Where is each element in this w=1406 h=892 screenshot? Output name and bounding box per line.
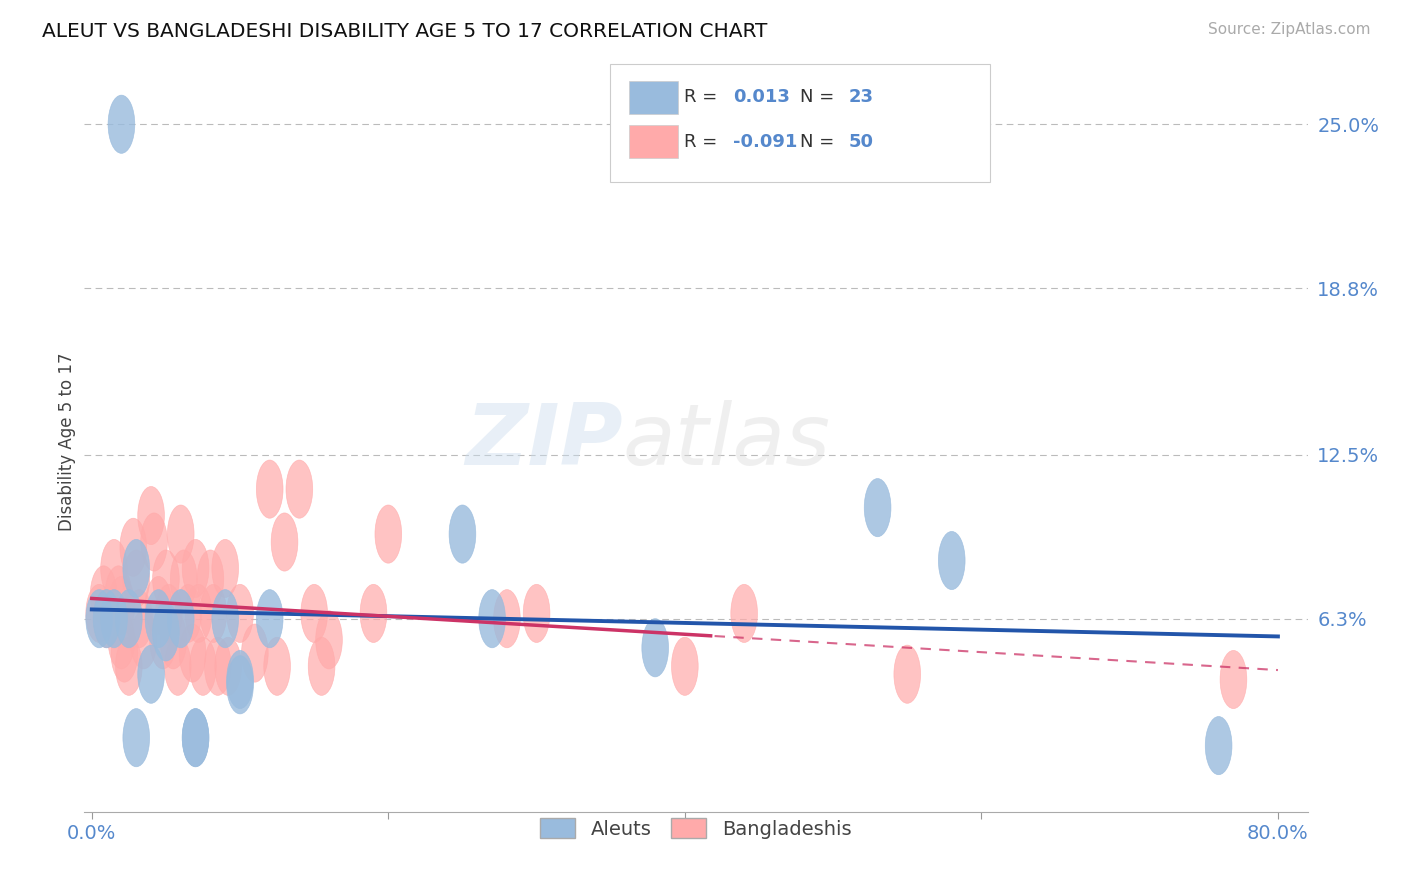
Ellipse shape [179, 624, 205, 682]
Text: N =: N = [800, 88, 839, 106]
Ellipse shape [111, 624, 138, 682]
FancyBboxPatch shape [610, 64, 990, 183]
Ellipse shape [174, 584, 201, 642]
Ellipse shape [153, 550, 179, 608]
Ellipse shape [1220, 650, 1247, 708]
Text: atlas: atlas [623, 400, 831, 483]
Ellipse shape [120, 518, 146, 576]
Ellipse shape [145, 590, 172, 648]
Ellipse shape [167, 590, 194, 648]
Ellipse shape [186, 584, 212, 642]
Ellipse shape [285, 460, 312, 518]
Ellipse shape [360, 584, 387, 642]
Text: R =: R = [683, 133, 723, 151]
FancyBboxPatch shape [628, 125, 678, 159]
Ellipse shape [165, 637, 191, 696]
Ellipse shape [197, 550, 224, 608]
Ellipse shape [86, 584, 112, 642]
Ellipse shape [167, 505, 194, 563]
Ellipse shape [122, 550, 149, 608]
Text: 50: 50 [849, 133, 875, 151]
Ellipse shape [160, 611, 187, 669]
Ellipse shape [494, 590, 520, 648]
Text: -0.091: -0.091 [733, 133, 797, 151]
Ellipse shape [938, 532, 965, 590]
Ellipse shape [108, 576, 135, 634]
Text: ZIP: ZIP [465, 400, 623, 483]
Text: 23: 23 [849, 88, 875, 106]
Ellipse shape [93, 590, 120, 648]
Ellipse shape [93, 590, 120, 648]
Ellipse shape [256, 590, 283, 648]
Ellipse shape [204, 637, 231, 696]
Ellipse shape [256, 460, 283, 518]
Text: 0.013: 0.013 [733, 88, 790, 106]
Ellipse shape [375, 505, 402, 563]
Ellipse shape [145, 576, 172, 634]
FancyBboxPatch shape [628, 80, 678, 114]
Y-axis label: Disability Age 5 to 17: Disability Age 5 to 17 [58, 352, 76, 531]
Ellipse shape [122, 540, 149, 598]
Ellipse shape [101, 590, 128, 648]
Ellipse shape [183, 708, 209, 767]
Ellipse shape [301, 584, 328, 642]
Ellipse shape [183, 540, 209, 598]
Ellipse shape [1205, 716, 1232, 774]
Ellipse shape [108, 95, 135, 153]
Ellipse shape [101, 540, 128, 598]
Ellipse shape [264, 637, 291, 696]
Ellipse shape [149, 611, 176, 669]
Ellipse shape [226, 656, 253, 714]
Ellipse shape [138, 486, 165, 545]
Ellipse shape [215, 637, 242, 696]
Ellipse shape [226, 584, 253, 642]
Ellipse shape [643, 619, 668, 677]
Text: N =: N = [800, 133, 839, 151]
Ellipse shape [190, 637, 217, 696]
Text: Source: ZipAtlas.com: Source: ZipAtlas.com [1208, 22, 1371, 37]
Ellipse shape [212, 590, 239, 648]
Ellipse shape [86, 590, 112, 648]
Ellipse shape [153, 603, 179, 661]
Ellipse shape [115, 637, 142, 696]
Ellipse shape [115, 590, 142, 648]
Ellipse shape [170, 550, 197, 608]
Ellipse shape [131, 611, 157, 669]
Ellipse shape [141, 513, 167, 571]
Legend: Aleuts, Bangladeshis: Aleuts, Bangladeshis [533, 810, 859, 847]
Ellipse shape [122, 708, 149, 767]
Ellipse shape [271, 513, 298, 571]
Ellipse shape [523, 584, 550, 642]
Ellipse shape [242, 624, 269, 682]
Ellipse shape [212, 540, 239, 598]
Ellipse shape [731, 584, 758, 642]
Ellipse shape [90, 566, 117, 624]
Ellipse shape [449, 505, 475, 563]
Ellipse shape [156, 584, 183, 642]
Ellipse shape [226, 650, 253, 708]
Text: ALEUT VS BANGLADESHI DISABILITY AGE 5 TO 17 CORRELATION CHART: ALEUT VS BANGLADESHI DISABILITY AGE 5 TO… [42, 22, 768, 41]
Ellipse shape [865, 479, 891, 537]
Ellipse shape [183, 708, 209, 767]
Ellipse shape [127, 590, 153, 648]
Ellipse shape [672, 637, 699, 696]
Ellipse shape [200, 584, 226, 642]
Ellipse shape [479, 590, 505, 648]
Ellipse shape [105, 566, 132, 624]
Text: R =: R = [683, 88, 723, 106]
Ellipse shape [894, 645, 921, 703]
Ellipse shape [308, 637, 335, 696]
Ellipse shape [108, 611, 135, 669]
Ellipse shape [316, 611, 342, 669]
Ellipse shape [138, 645, 165, 703]
